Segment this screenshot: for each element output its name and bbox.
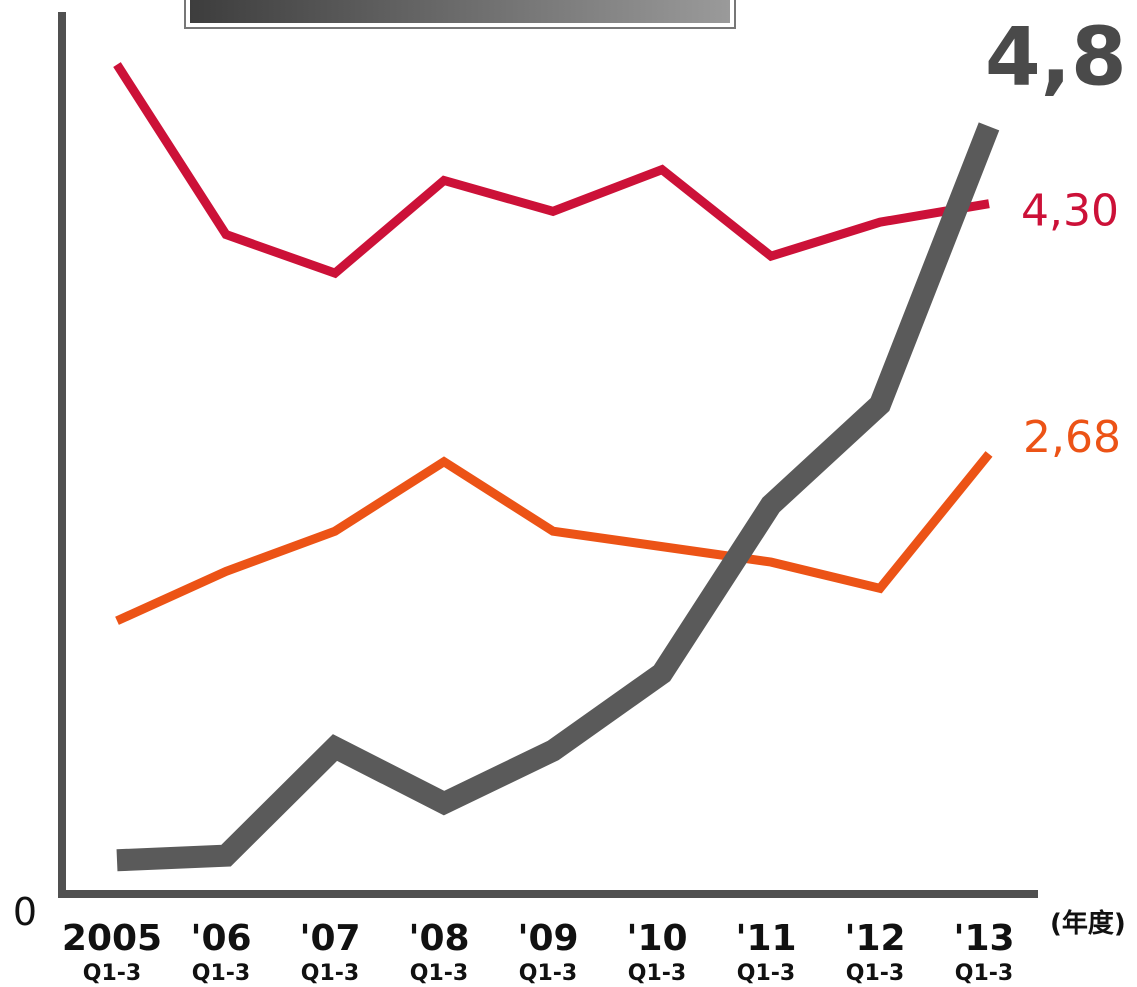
x-tick-sublabel: Q1-3 bbox=[955, 961, 1013, 986]
end-value-label-1: 4,30 bbox=[1021, 186, 1119, 237]
series-line-3 bbox=[116, 122, 1000, 872]
x-tick-label: '08 bbox=[408, 918, 469, 959]
end-value-label-3: 4,8 bbox=[985, 10, 1127, 103]
x-tick-label: '11 bbox=[735, 918, 796, 959]
x-axis-unit-label: (年度) bbox=[1050, 908, 1126, 939]
x-tick-labels: 2005Q1-3'06Q1-3'07Q1-3'08Q1-3'09Q1-3'10Q… bbox=[62, 918, 1015, 986]
x-tick-label: '06 bbox=[190, 918, 251, 959]
x-tick-sublabel: Q1-3 bbox=[519, 961, 577, 986]
x-tick-sublabel: Q1-3 bbox=[192, 961, 250, 986]
end-value-label-2: 2,68 bbox=[1023, 412, 1121, 463]
x-tick-sublabel: Q1-3 bbox=[737, 961, 795, 986]
x-tick-sublabel: Q1-3 bbox=[410, 961, 468, 986]
title-box bbox=[184, 0, 736, 29]
x-tick-label: '09 bbox=[517, 918, 578, 959]
x-tick-sublabel: Q1-3 bbox=[628, 961, 686, 986]
series-line-1 bbox=[113, 62, 990, 279]
x-tick-sublabel: Q1-3 bbox=[301, 961, 359, 986]
x-tick-label: '10 bbox=[626, 918, 687, 959]
series-line-2 bbox=[115, 451, 993, 625]
x-tick-label: '07 bbox=[299, 918, 360, 959]
end-labels: 4,30 2,68 4,8 bbox=[985, 10, 1127, 463]
x-tick-sublabel: Q1-3 bbox=[83, 961, 141, 986]
x-tick-sublabel: Q1-3 bbox=[846, 961, 904, 986]
x-tick-label: '13 bbox=[953, 918, 1014, 959]
x-tick-label: 2005 bbox=[62, 918, 162, 959]
x-tick-label: '12 bbox=[844, 918, 905, 959]
series-layer bbox=[113, 62, 1000, 872]
y-origin-label: 0 bbox=[13, 890, 37, 934]
